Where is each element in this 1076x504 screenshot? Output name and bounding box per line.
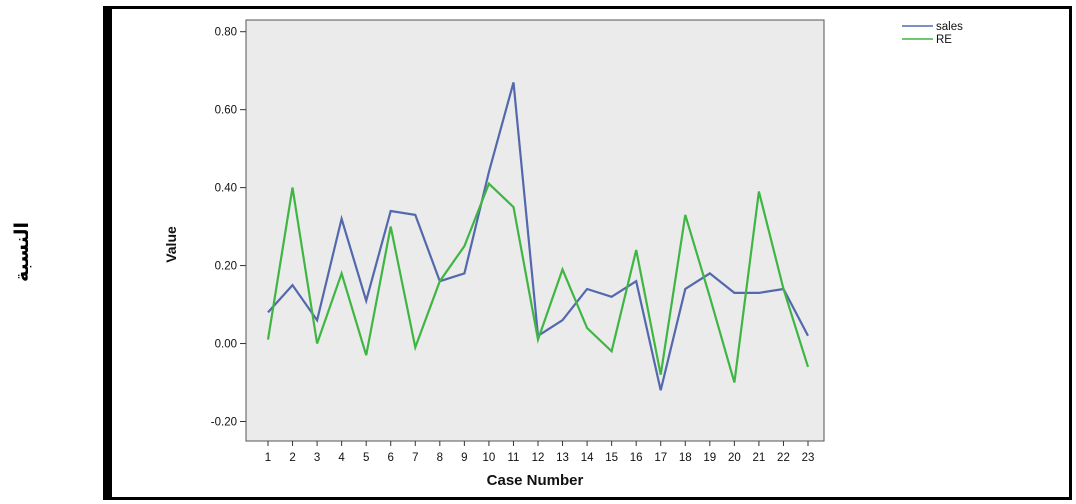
- x-tick-label: 16: [630, 452, 643, 464]
- x-tick-label: 7: [412, 452, 418, 464]
- x-tick-label: 3: [314, 452, 320, 464]
- legend-label-sales: sales: [936, 21, 963, 33]
- x-tick-label: 19: [703, 452, 716, 464]
- y-tick-label: -0.20: [211, 417, 237, 429]
- y-axis-title: Value: [163, 226, 179, 263]
- x-tick-label: 5: [363, 452, 369, 464]
- x-tick-label: 13: [556, 452, 569, 464]
- outer-axis-label: النسبة: [11, 221, 33, 283]
- line-chart: 0.800.600.400.200.00-0.201 2 3 4 5 6 7 8 9 10 11 12…: [163, 19, 963, 489]
- x-axis-title: Case Number: [487, 472, 584, 489]
- y-tick-label: 0.00: [215, 339, 237, 351]
- legend-label-re: RE: [936, 34, 952, 46]
- series-line-re: [266, 181, 810, 383]
- x-tick-label: 9: [461, 452, 467, 464]
- x-tick-label: 11: [507, 452, 519, 464]
- x-tick-label: 6: [388, 452, 394, 464]
- x-tick-label: 10: [483, 452, 496, 464]
- chart-frame: 0.80 0.60 0.40 0.20 0.00 -0.20 1 2 3 4 5 6 7 8 9 10 11 12…: [103, 6, 1072, 500]
- x-tick-label: 8: [437, 452, 443, 464]
- x-tick-label: 20: [728, 452, 741, 464]
- x-tick-label: 4: [338, 452, 345, 464]
- y-tick-label: 0.40: [215, 183, 237, 195]
- x-tick-label: 21: [753, 452, 766, 464]
- x-tick-label: 12: [532, 452, 545, 464]
- y-tick-label: 0.80: [215, 27, 237, 39]
- plot-area: [245, 19, 825, 442]
- y-tick-label: 0.20: [215, 261, 237, 273]
- x-tick-label: 14: [581, 452, 594, 464]
- x-tick-label: 22: [777, 452, 790, 464]
- x-tick-label: 15: [605, 452, 618, 464]
- x-tick-label: 2: [289, 452, 295, 464]
- x-tick-label: 18: [679, 452, 692, 464]
- y-tick-label: 0.60: [215, 105, 237, 117]
- x-tick-label: 23: [802, 452, 815, 464]
- x-tick-label: 17: [654, 452, 667, 464]
- x-tick-label: 1: [265, 452, 271, 464]
